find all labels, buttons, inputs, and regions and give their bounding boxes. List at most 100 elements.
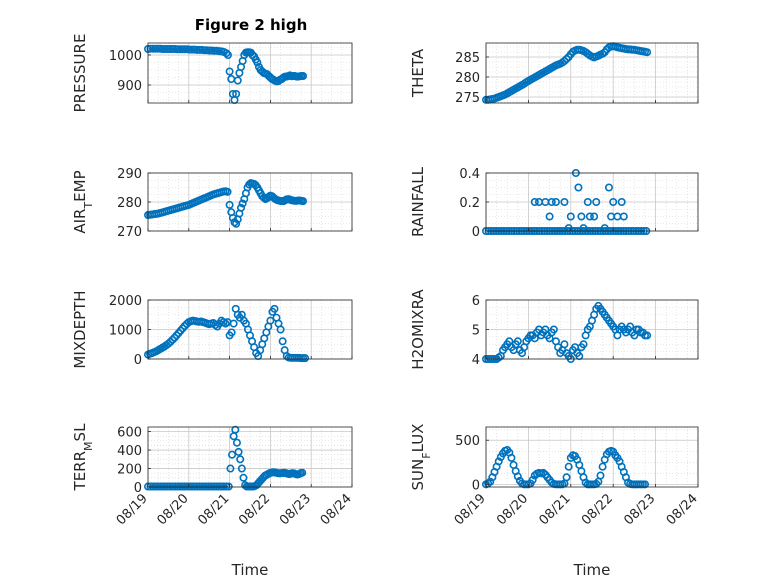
y-tick-label: 270 (117, 225, 142, 240)
x-tick-label: 08/22 (579, 491, 616, 528)
data-point (253, 58, 262, 67)
data-point (574, 183, 583, 192)
data-point (227, 328, 236, 337)
data-point (643, 331, 652, 340)
y-tick-label: 5 (472, 324, 480, 339)
data-point (494, 457, 503, 466)
data-point (217, 482, 226, 491)
y-tick-label: 0 (472, 225, 480, 240)
data-point (212, 482, 221, 491)
data-point (609, 198, 618, 207)
data-point (513, 472, 522, 481)
subplot-8: 0 500 08/19 08/20 08/21 08/22 08/23 08/24 SUNFLU… (409, 424, 701, 579)
data-point (151, 482, 160, 491)
subplot-4: 0 0.2 0.4 RAINFALL (409, 166, 699, 240)
subplot-2: 275 280 285 THETA (409, 42, 699, 106)
data-point (596, 471, 605, 480)
data-point (166, 44, 175, 53)
x-tick-label: 08/23 (277, 491, 314, 528)
data-point (153, 482, 162, 491)
data-point (190, 482, 199, 491)
y-axis-label: RAINFALL (409, 166, 427, 237)
data-point (486, 477, 495, 486)
y-tick-label: 290 (117, 167, 142, 182)
y-tick-label: 900 (117, 79, 142, 94)
y-tick-label: 275 (455, 91, 480, 106)
data-point (214, 482, 223, 491)
data-point (560, 340, 569, 349)
data-point (617, 198, 626, 207)
y-tick-label: 0 (134, 353, 142, 368)
data-point (299, 197, 308, 206)
data-point (507, 453, 516, 462)
data-point (205, 482, 214, 491)
data-point (236, 455, 245, 464)
data-point (192, 482, 201, 491)
y-tick-label: 0.4 (459, 167, 480, 182)
x-tick-label: 08/24 (664, 491, 701, 528)
y-axis-label: AIRTEMP (71, 170, 95, 233)
x-tick-label: 08/19 (114, 491, 151, 528)
data-point (530, 198, 539, 207)
data-point (195, 45, 204, 54)
x-axis-label: Time (231, 561, 269, 579)
data-point (146, 482, 155, 491)
data-point (564, 462, 573, 471)
data-point (210, 482, 219, 491)
data-point (643, 48, 652, 57)
x-tick-label: 08/19 (452, 491, 489, 528)
data-point (225, 67, 234, 76)
data-point (590, 212, 599, 221)
data-point (233, 76, 242, 85)
data-point (175, 482, 184, 491)
data-point (551, 198, 560, 207)
axes-box (485, 42, 699, 104)
data-point (560, 198, 569, 207)
subplot-6: 4 5 6 H2OMIXRA (409, 289, 699, 370)
data-point (158, 482, 167, 491)
data-point (604, 183, 613, 192)
y-axis-label: SUNFLUX (409, 424, 433, 491)
data-point (156, 482, 165, 491)
data-point (549, 325, 558, 334)
data-point (180, 482, 189, 491)
data-point (640, 480, 649, 489)
data-point (170, 482, 179, 491)
data-point (229, 319, 238, 328)
x-axis-label: Time (573, 561, 611, 579)
data-point (270, 304, 279, 313)
data-point (163, 44, 172, 53)
data-point (148, 482, 157, 491)
data-point (238, 199, 247, 208)
y-tick-label: 285 (455, 51, 480, 66)
data-point (195, 482, 204, 491)
subplot-5: 0 1000 2000 MIXDEPTH (71, 290, 353, 369)
x-tick-label: 08/21 (537, 491, 574, 528)
y-tick-label: 600 (117, 426, 142, 441)
data-point (577, 212, 586, 221)
y-tick-label: 2000 (109, 294, 142, 309)
data-point (513, 337, 522, 346)
y-tick-label: 0.2 (459, 196, 480, 211)
data-point (545, 212, 554, 221)
y-tick-label: 6 (472, 294, 480, 309)
data-point (560, 56, 569, 65)
data-point (153, 44, 162, 53)
data-point (151, 44, 160, 53)
data-point (185, 482, 194, 491)
data-point (173, 482, 182, 491)
data-point (547, 198, 556, 207)
axes-box (147, 426, 353, 488)
y-tick-label: 0 (472, 478, 480, 493)
y-axis-label: THETA (409, 48, 427, 98)
data-point (226, 464, 235, 473)
data-point (223, 187, 232, 196)
data-point (234, 447, 243, 456)
data-point (168, 482, 177, 491)
data-point (583, 198, 592, 207)
x-tick-label: 08/20 (494, 491, 531, 528)
data-point (148, 44, 157, 53)
data-point (579, 340, 588, 349)
data-point (161, 44, 170, 53)
data-point (168, 335, 177, 344)
